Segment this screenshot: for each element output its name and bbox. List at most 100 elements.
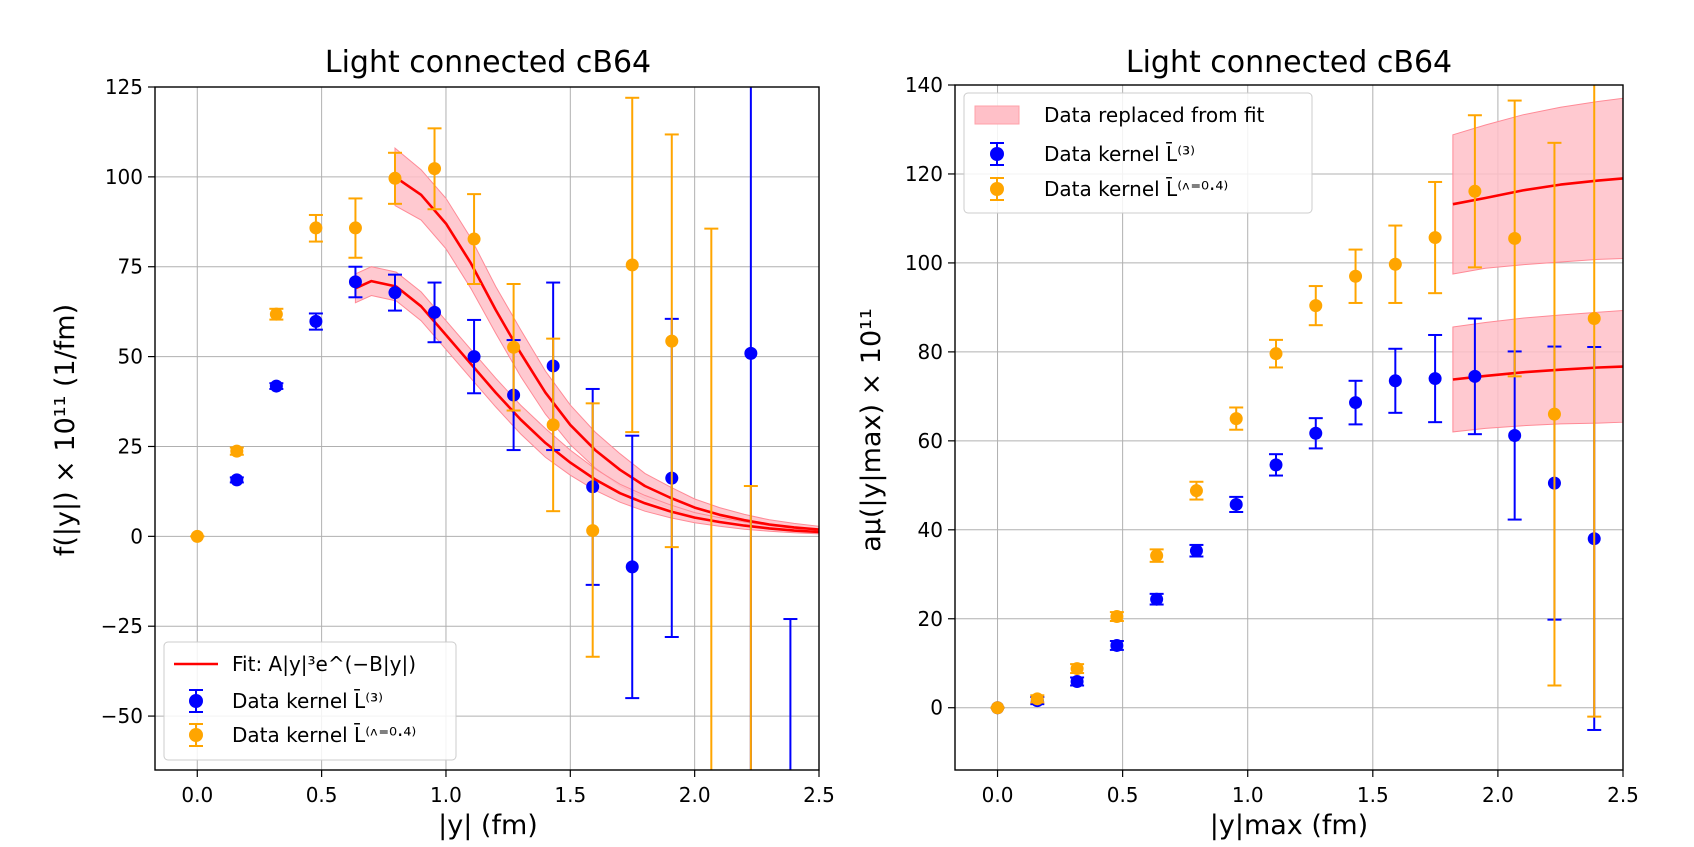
left-series0-marker: [270, 380, 283, 393]
left-series1-marker: [270, 308, 283, 321]
right-y-tick-label: 100: [905, 251, 943, 275]
left-y-tick-label: −25: [101, 614, 143, 638]
left-series0-marker: [388, 286, 401, 299]
right-series0-marker: [1309, 427, 1322, 440]
left-y-tick-label: 100: [105, 165, 143, 189]
right-panel: Light connected cB64 0.0 0.5 1.0 1.5 2.0 2.5 …: [856, 45, 1639, 841]
right-series0-point: [1150, 593, 1164, 606]
right-series0-marker: [1349, 396, 1362, 409]
right-legend-blue-label: Data kernel L̄⁽³⁾: [1044, 141, 1195, 166]
left-series1-marker: [626, 258, 639, 271]
right-series0-point: [1229, 497, 1243, 512]
left-x-tick-label: 1.0: [430, 783, 462, 807]
right-series0-marker: [1468, 370, 1481, 383]
right-y-tick-label: 0: [930, 696, 943, 720]
left-series1-marker: [349, 221, 362, 234]
right-series1-point: [1428, 182, 1442, 293]
left-series1-point: [269, 308, 283, 321]
right-y-tick-label: 40: [918, 518, 943, 542]
left-series0-marker: [428, 306, 441, 319]
left-series1-marker: [547, 418, 560, 431]
right-x-ticks: 0.0 0.5 1.0 1.5 2.0 2.5: [982, 770, 1639, 807]
right-fit-bands: [1453, 98, 1623, 432]
left-series1-marker: [428, 162, 441, 175]
left-y-axis-label: f(|y|) × 10¹¹ (1/fm): [50, 304, 81, 556]
right-series1-marker: [1031, 692, 1044, 705]
right-y-tick-label: 140: [905, 73, 943, 97]
right-series1-marker: [1548, 408, 1561, 421]
right-series1-point: [991, 701, 1005, 714]
right-series0-point: [1309, 418, 1323, 448]
right-x-axis-label: |y|max (fm): [1210, 810, 1368, 841]
right-x-tick-label: 0.5: [1107, 783, 1139, 807]
left-series0-marker: [349, 275, 362, 288]
right-y-ticks: 0 20 40 60 80 100 120 140: [905, 73, 955, 720]
right-series0-point: [1269, 454, 1283, 475]
right-series1-point: [1189, 482, 1203, 500]
left-series1-point: [348, 198, 362, 257]
right-series1-marker: [1071, 662, 1084, 675]
left-series0-marker: [468, 350, 481, 363]
left-legend: Fit: A|y|³e^(−B|y|) Data kernel L̄⁽³⁾ Da…: [164, 642, 456, 760]
left-x-ticks: 0.0 0.5 1.0 1.5 2.0 2.5: [181, 770, 835, 807]
left-y-tick-label: 50: [118, 345, 143, 369]
right-series1-point: [1110, 610, 1124, 623]
left-series1-marker: [507, 341, 520, 354]
right-x-tick-label: 0.0: [982, 783, 1014, 807]
left-y-ticks: −50 −25 0 25 50 75 100 125: [101, 75, 155, 728]
right-series1-point: [1349, 250, 1363, 303]
left-x-tick-label: 2.0: [679, 783, 711, 807]
right-series1-marker: [1269, 347, 1282, 360]
left-y-tick-label: 0: [130, 524, 143, 548]
right-series0-point: [1110, 639, 1124, 652]
left-series1-marker: [388, 172, 401, 185]
right-series1-marker: [1588, 312, 1601, 325]
left-series0-marker: [744, 347, 757, 360]
left-series1-marker: [191, 530, 204, 543]
right-series0-marker: [1110, 639, 1123, 652]
left-series1-point: [309, 215, 323, 242]
right-series1-point: [1388, 226, 1402, 303]
left-series1-marker: [586, 524, 599, 537]
right-series0-point: [1428, 335, 1442, 422]
left-y-tick-label: −50: [101, 704, 143, 728]
right-series0-marker: [1269, 458, 1282, 471]
left-x-tick-label: 0.0: [181, 783, 213, 807]
right-series1-point: [1309, 286, 1323, 325]
right-series0-point: [1189, 544, 1203, 557]
right-series0-marker: [1230, 498, 1243, 511]
left-y-tick-label: 125: [105, 75, 143, 99]
left-x-tick-label: 0.5: [306, 783, 338, 807]
right-series1-marker: [1110, 610, 1123, 623]
left-fit-band-1: [355, 267, 819, 534]
left-series0-point: [309, 313, 323, 329]
right-x-tick-label: 2.0: [1482, 783, 1514, 807]
right-series0-point: [1349, 381, 1363, 425]
left-x-axis-label: |y| (fm): [438, 810, 538, 841]
right-series1-marker: [1309, 299, 1322, 312]
right-series1-marker: [1349, 270, 1362, 283]
right-y-tick-label: 60: [918, 429, 943, 453]
right-series1-marker: [1150, 549, 1163, 562]
left-chart-title: Light connected cB64: [325, 45, 651, 80]
right-series0-marker: [1071, 675, 1084, 688]
left-series1-point: [704, 229, 718, 770]
left-fit-bands: [355, 148, 819, 534]
left-series1-marker: [665, 335, 678, 348]
right-legend-band-label: Data replaced from fit: [1044, 103, 1265, 127]
right-series1-point: [1070, 662, 1084, 675]
right-series0-marker: [1190, 544, 1203, 557]
right-x-tick-label: 1.5: [1357, 783, 1389, 807]
figure: Light connected cB64 0.0 0.5 1.0 1.5 2.0 2.5 …: [0, 0, 1694, 847]
left-panel: Light connected cB64 0.0 0.5 1.0 1.5 2.0 2.5 …: [50, 45, 835, 841]
right-y-tick-label: 120: [905, 162, 943, 186]
right-series0-point: [1388, 349, 1402, 413]
right-series1-marker: [1230, 412, 1243, 425]
right-series0-marker: [1429, 372, 1442, 385]
right-y-tick-label: 20: [918, 607, 943, 631]
right-series1-marker: [1468, 185, 1481, 198]
left-series0-marker: [309, 315, 322, 328]
right-series1-point: [1150, 549, 1164, 562]
right-x-tick-label: 1.0: [1232, 783, 1264, 807]
right-series1-point: [1229, 407, 1243, 429]
